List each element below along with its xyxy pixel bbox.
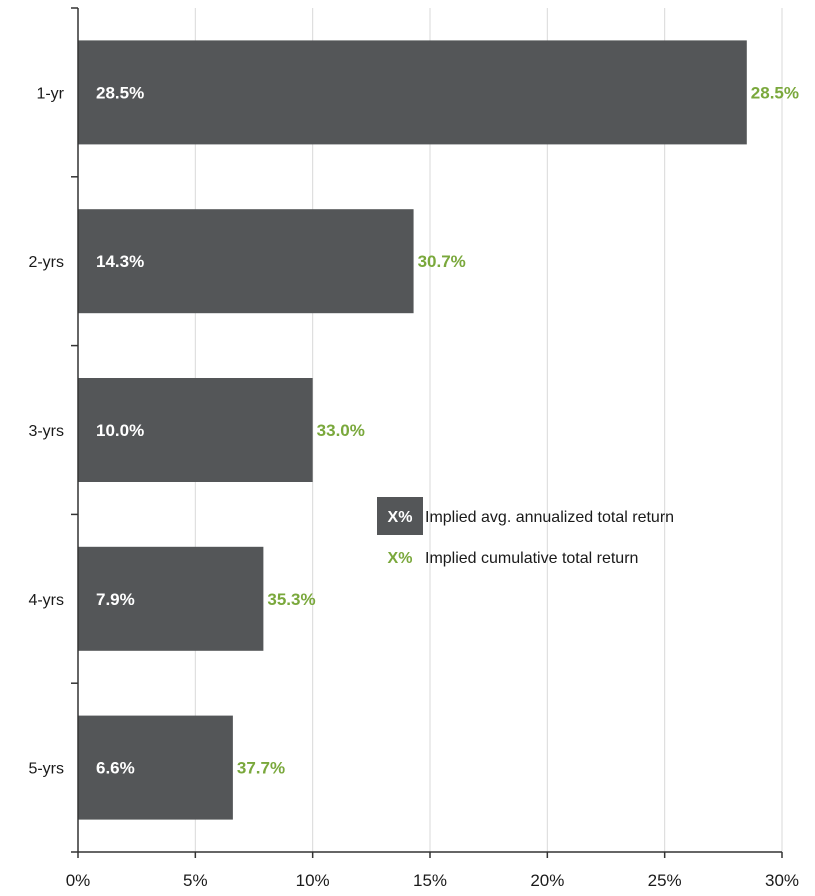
x-tick-label: 5% [183,871,208,890]
annualized-value-label: 10.0% [96,421,144,440]
annualized-value-label: 6.6% [96,759,135,778]
cumulative-value-label: 33.0% [317,421,365,440]
legend: X% Implied avg. annualized total return X%… [377,497,674,567]
category-label: 5-yrs [28,761,64,778]
cumulative-value-label: 35.3% [267,590,315,609]
bar-3-yrs [78,378,313,482]
labels-layer: 1-yr 28.5% 28.5% 2-yrs 14.3% 30.7% 3-yrs 10.0% 3… [28,83,799,777]
bar-4-yrs [78,546,264,651]
cumulative-value-label: 28.5% [751,83,799,102]
legend-swatch-annualized [377,497,423,535]
cumulative-value-label: 30.7% [418,252,466,271]
x-tick-label: 20% [530,871,564,890]
bars-layer [78,40,747,820]
category-label: 4-yrs [28,592,64,609]
bar-1-yr [78,40,747,145]
legend-symbol-cumulative: X% [388,550,413,567]
x-tick-label: 25% [648,871,682,890]
annualized-value-label: 14.3% [96,252,144,271]
annualized-value-label: 7.9% [96,590,135,609]
category-label: 1-yr [36,85,64,102]
bar-5-yrs [78,715,233,820]
legend-label-cumulative: Implied cumulative total return [425,550,638,567]
category-label: 2-yrs [28,254,64,271]
legend-label-annualized: Implied avg. annualized total return [425,509,674,526]
x-tick-label: 30% [765,871,799,890]
x-tick-label: 0% [66,871,91,890]
bar-2-yrs [78,209,414,314]
annualized-value-label: 28.5% [96,83,144,102]
x-tick-label: 15% [413,871,447,890]
grid-layer [194,8,783,852]
category-label: 3-yrs [28,423,64,440]
legend-symbol-annualized: X% [388,509,413,526]
x-tick-label: 10% [296,871,330,890]
cumulative-value-label: 37.7% [237,759,285,778]
axis-layer: 0% 5% 10% 15% 20% 25% 30% [66,7,799,890]
